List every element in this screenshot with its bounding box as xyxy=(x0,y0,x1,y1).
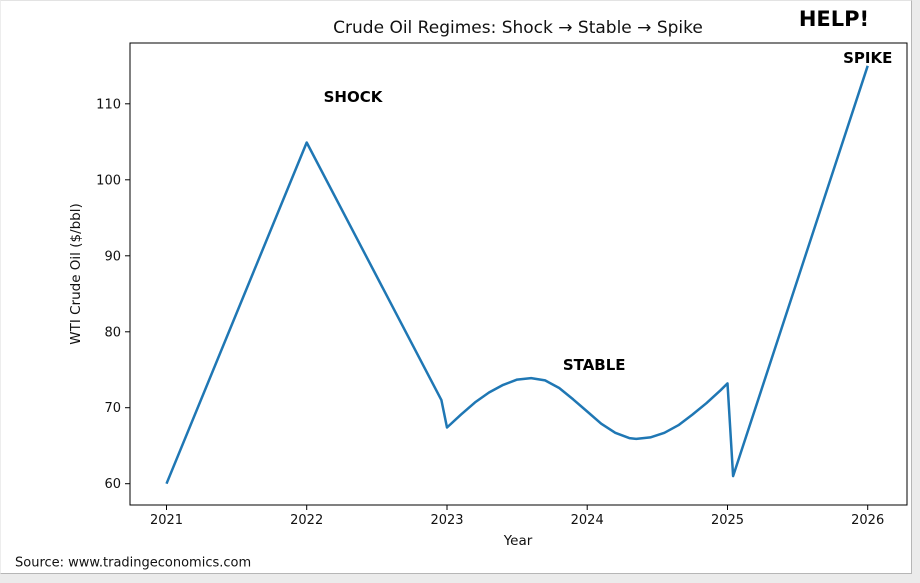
annotation-stable: STABLE xyxy=(563,356,626,374)
axes-frame xyxy=(129,42,908,506)
x-tick-label: 2021 xyxy=(150,513,183,528)
y-axis-label: WTI Crude Oil ($/bbl) xyxy=(68,203,84,345)
annotation-spike: SPIKE xyxy=(843,49,892,67)
price-line xyxy=(165,65,869,485)
x-tick-label: 2023 xyxy=(430,513,463,528)
x-axis-label: Year xyxy=(503,533,533,549)
x-tick-label: 2022 xyxy=(290,513,323,528)
annotation-shock: SHOCK xyxy=(324,88,384,106)
y-tick-label: 110 xyxy=(96,97,121,112)
y-tick-label: 70 xyxy=(104,401,121,416)
chart-title: Crude Oil Regimes: Shock → Stable → Spik… xyxy=(333,18,703,38)
y-tick-label: 100 xyxy=(96,173,121,188)
y-tick-label: 80 xyxy=(104,325,121,340)
x-tick-label: 2025 xyxy=(711,513,744,528)
help-label: HELP! xyxy=(798,7,870,31)
source-text: Source: www.tradingeconomics.com xyxy=(15,555,252,571)
x-tick-label: 2026 xyxy=(851,513,884,528)
y-tick-label: 60 xyxy=(104,477,121,492)
y-tick-label: 90 xyxy=(104,249,121,264)
figure-card xyxy=(0,0,912,574)
x-tick-label: 2024 xyxy=(571,513,604,528)
